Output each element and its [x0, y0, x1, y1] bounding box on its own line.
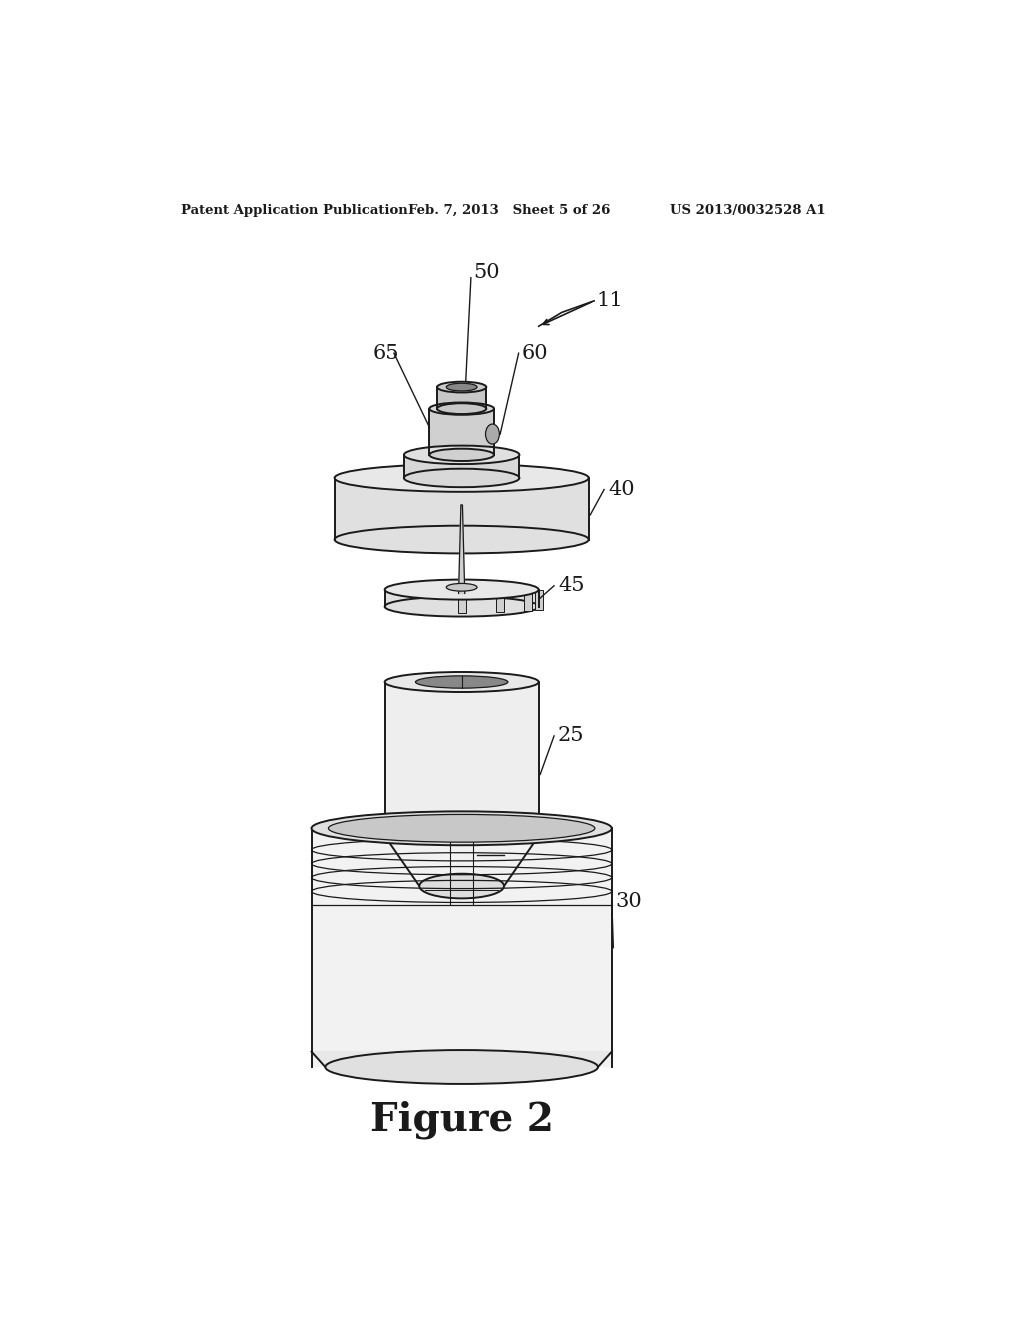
Text: Figure 2: Figure 2	[370, 1100, 554, 1139]
Ellipse shape	[326, 1051, 598, 1084]
Ellipse shape	[403, 446, 519, 465]
Ellipse shape	[429, 403, 494, 414]
Polygon shape	[497, 587, 504, 607]
Text: 11: 11	[596, 292, 624, 310]
Polygon shape	[437, 387, 486, 409]
Polygon shape	[524, 589, 532, 609]
Ellipse shape	[419, 874, 504, 899]
Text: Patent Application Publication: Patent Application Publication	[180, 205, 408, 218]
Polygon shape	[459, 506, 465, 594]
Text: 50: 50	[473, 263, 500, 282]
Text: 40: 40	[608, 480, 635, 499]
Polygon shape	[311, 829, 611, 1067]
Ellipse shape	[446, 583, 477, 591]
Ellipse shape	[385, 579, 539, 599]
Text: US 2013/0032528 A1: US 2013/0032528 A1	[670, 205, 825, 218]
Ellipse shape	[437, 404, 486, 414]
Ellipse shape	[385, 672, 539, 692]
Ellipse shape	[429, 449, 494, 461]
Polygon shape	[458, 586, 466, 607]
Ellipse shape	[335, 465, 589, 492]
Polygon shape	[335, 478, 589, 540]
Polygon shape	[385, 590, 539, 607]
Text: 65: 65	[373, 343, 399, 363]
Polygon shape	[535, 590, 543, 610]
Ellipse shape	[329, 814, 595, 842]
Ellipse shape	[385, 597, 539, 616]
Text: Feb. 7, 2013   Sheet 5 of 26: Feb. 7, 2013 Sheet 5 of 26	[408, 205, 610, 218]
Polygon shape	[385, 836, 539, 886]
Polygon shape	[524, 591, 532, 611]
Ellipse shape	[311, 812, 611, 845]
Polygon shape	[311, 1052, 611, 1067]
Text: 25: 25	[558, 726, 585, 746]
Ellipse shape	[416, 676, 508, 688]
Polygon shape	[403, 455, 519, 478]
Polygon shape	[385, 682, 539, 836]
Text: 60: 60	[521, 343, 548, 363]
Ellipse shape	[446, 383, 477, 391]
Polygon shape	[497, 593, 504, 612]
Text: 45: 45	[558, 577, 585, 595]
Ellipse shape	[403, 469, 519, 487]
Polygon shape	[429, 409, 494, 455]
Ellipse shape	[335, 525, 589, 553]
Text: 30: 30	[615, 892, 642, 911]
Ellipse shape	[437, 381, 486, 392]
Polygon shape	[458, 593, 466, 612]
Ellipse shape	[485, 424, 500, 444]
